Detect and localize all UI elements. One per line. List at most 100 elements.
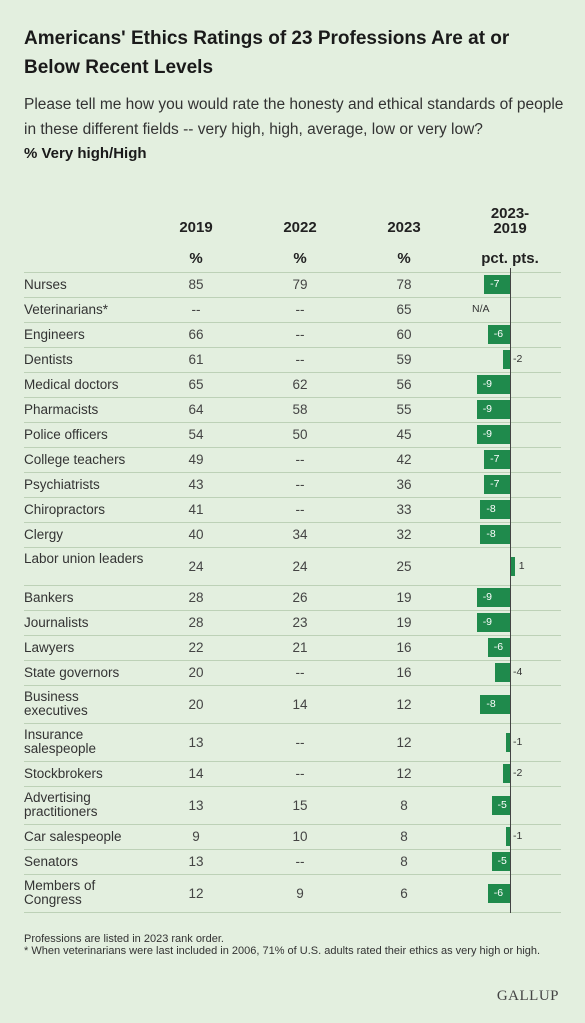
row-divider — [24, 723, 561, 724]
chart-title: Americans' Ethics Ratings of 23 Professi… — [24, 28, 510, 78]
diff-label: -2 — [513, 353, 523, 365]
diff-label: -9 — [482, 591, 493, 603]
row-divider — [24, 497, 561, 498]
footnote-veterinarians: * When veterinarians were last included … — [24, 945, 541, 957]
diff-label: -1 — [513, 735, 523, 748]
table-row: Car salespeople 9 10 8 -1 — [0, 824, 585, 849]
value-2022: 34 — [292, 527, 308, 542]
value-2023: 32 — [396, 527, 412, 542]
value-2019: 24 — [188, 558, 204, 574]
value-2022: -- — [295, 665, 305, 680]
value-2023: 59 — [396, 352, 412, 367]
diff-label: -4 — [513, 666, 523, 678]
row-divider — [24, 610, 561, 611]
value-2023: 8 — [400, 829, 408, 844]
row-divider — [24, 372, 561, 373]
profession-label: Advertising practitioners — [24, 790, 98, 819]
value-2019: 65 — [188, 377, 204, 392]
profession-label: Psychiatrists — [24, 477, 100, 492]
unit-diff: pct. pts. — [481, 250, 539, 267]
value-2022: 23 — [292, 615, 308, 630]
diff-bar — [476, 613, 510, 632]
row-divider — [24, 347, 561, 348]
value-2019: 66 — [188, 327, 204, 342]
value-2022: -- — [295, 854, 305, 869]
row-divider — [24, 522, 561, 523]
table-row: Insurance salespeople 13 -- 12 -1 — [0, 723, 585, 761]
unit-2023: % — [397, 250, 411, 267]
value-2023: 56 — [396, 377, 412, 392]
row-divider — [24, 761, 561, 762]
value-2023: 19 — [396, 615, 412, 630]
diff-bar — [480, 694, 510, 714]
diff-label: -1 — [513, 830, 523, 842]
row-divider — [24, 660, 561, 661]
profession-label: Bankers — [24, 590, 74, 605]
profession-label: State governors — [24, 665, 120, 680]
column-header-2019: 2019 — [179, 219, 213, 236]
diff-bar — [491, 852, 510, 871]
table-row: Nurses 85 79 78 -7 — [0, 272, 585, 297]
table-row: Dentists 61 -- 59 -2 — [0, 347, 585, 372]
table-row: Bankers 28 26 19 -9 — [0, 585, 585, 610]
diff-bar — [502, 764, 510, 783]
value-2022: 15 — [292, 797, 308, 813]
table-row: Business executives 20 14 12 -8 — [0, 685, 585, 723]
table-row: Advertising practitioners 13 15 8 -5 — [0, 786, 585, 824]
table-row: Pharmacists 64 58 55 -9 — [0, 397, 585, 422]
profession-label: Nurses — [24, 277, 67, 292]
diff-label: -6 — [493, 641, 504, 653]
profession-label: Insurance salespeople — [24, 727, 97, 756]
value-2023: 19 — [396, 590, 412, 605]
value-2022: 50 — [292, 427, 308, 442]
value-2023: 36 — [396, 477, 412, 492]
diff-bar — [506, 732, 510, 752]
diff-label: N/A — [472, 303, 490, 315]
value-2022: -- — [295, 352, 305, 367]
profession-label: Veterinarians* — [24, 302, 109, 317]
table-row: Psychiatrists 43 -- 36 -7 — [0, 472, 585, 497]
gallup-logo: GALLUP — [496, 988, 559, 1004]
profession-label: Journalists — [24, 615, 89, 630]
value-2022: 14 — [292, 696, 308, 712]
diff-bar — [487, 325, 510, 344]
diff-label: -8 — [486, 697, 496, 710]
diff-bar — [487, 638, 510, 657]
row-divider — [24, 849, 561, 850]
value-2023: 8 — [400, 854, 408, 869]
footnote-rank-order: Professions are listed in 2023 rank orde… — [24, 933, 224, 945]
metric-label: % Very high/High — [24, 145, 147, 162]
value-2022: 24 — [292, 558, 308, 574]
row-divider — [24, 786, 561, 787]
table-row: Members of Congress 12 9 6 -6 — [0, 874, 585, 912]
diff-bar — [480, 525, 510, 544]
value-2022: 9 — [296, 885, 304, 901]
row-divider — [24, 272, 561, 273]
value-2022: -- — [295, 327, 305, 342]
value-2019: 85 — [188, 277, 204, 292]
table-row: Medical doctors 65 62 56 -9 — [0, 372, 585, 397]
diff-label: -7 — [490, 278, 500, 290]
diff-label: -6 — [493, 886, 504, 899]
value-2022: 10 — [292, 829, 308, 844]
profession-label: Lawyers — [24, 640, 75, 655]
value-2022: 26 — [292, 590, 308, 605]
diff-label: -9 — [482, 616, 493, 628]
value-2019: 14 — [188, 766, 204, 781]
value-2023: 16 — [396, 665, 412, 680]
chart-subtitle: Please tell me how you would rate the ho… — [24, 96, 564, 138]
diff-label: -9 — [482, 403, 493, 415]
diff-label: -2 — [513, 767, 523, 779]
column-header-diff-line1: 2023- — [490, 205, 530, 222]
row-divider — [24, 422, 561, 423]
row-divider — [24, 912, 561, 913]
profession-label: Business executives — [24, 689, 88, 718]
value-2022: -- — [295, 766, 305, 781]
value-2022: -- — [295, 734, 305, 750]
value-2019: 9 — [192, 829, 200, 844]
unit-2019: % — [189, 250, 203, 267]
value-2019: 54 — [188, 427, 204, 442]
value-2023: 6 — [400, 885, 408, 901]
diff-label: 1 — [518, 559, 525, 572]
value-2019: 28 — [188, 590, 204, 605]
